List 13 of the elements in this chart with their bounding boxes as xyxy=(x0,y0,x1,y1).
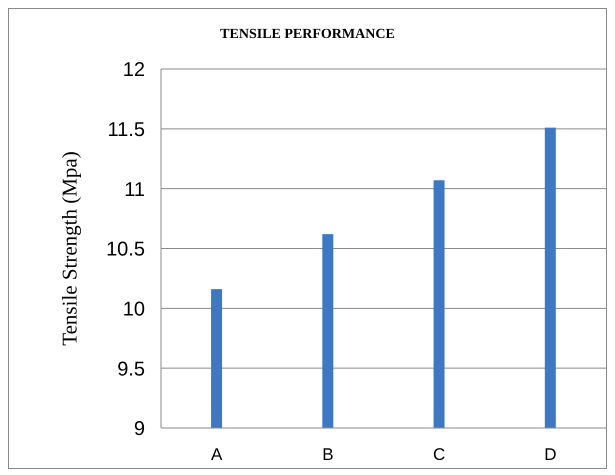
y-tick-label: 9 xyxy=(134,418,145,440)
y-axis-title: Tensile Strength (Mpa) xyxy=(57,151,82,346)
x-tick-label: C xyxy=(432,445,446,464)
x-tick-label: D xyxy=(544,445,557,464)
y-tick-label: 10.5 xyxy=(106,238,145,261)
x-tick-label: A xyxy=(210,445,223,464)
y-tick-label: 12 xyxy=(122,59,145,82)
y-tick-label: 9.5 xyxy=(117,358,145,380)
chart-title: TENSILE PERFORMANCE xyxy=(219,27,396,43)
x-tick-label: B xyxy=(322,445,334,464)
y-tick-label: 11.5 xyxy=(108,118,145,141)
y-tick-label: 10 xyxy=(122,298,145,320)
y-tick-label: 11 xyxy=(124,178,145,201)
